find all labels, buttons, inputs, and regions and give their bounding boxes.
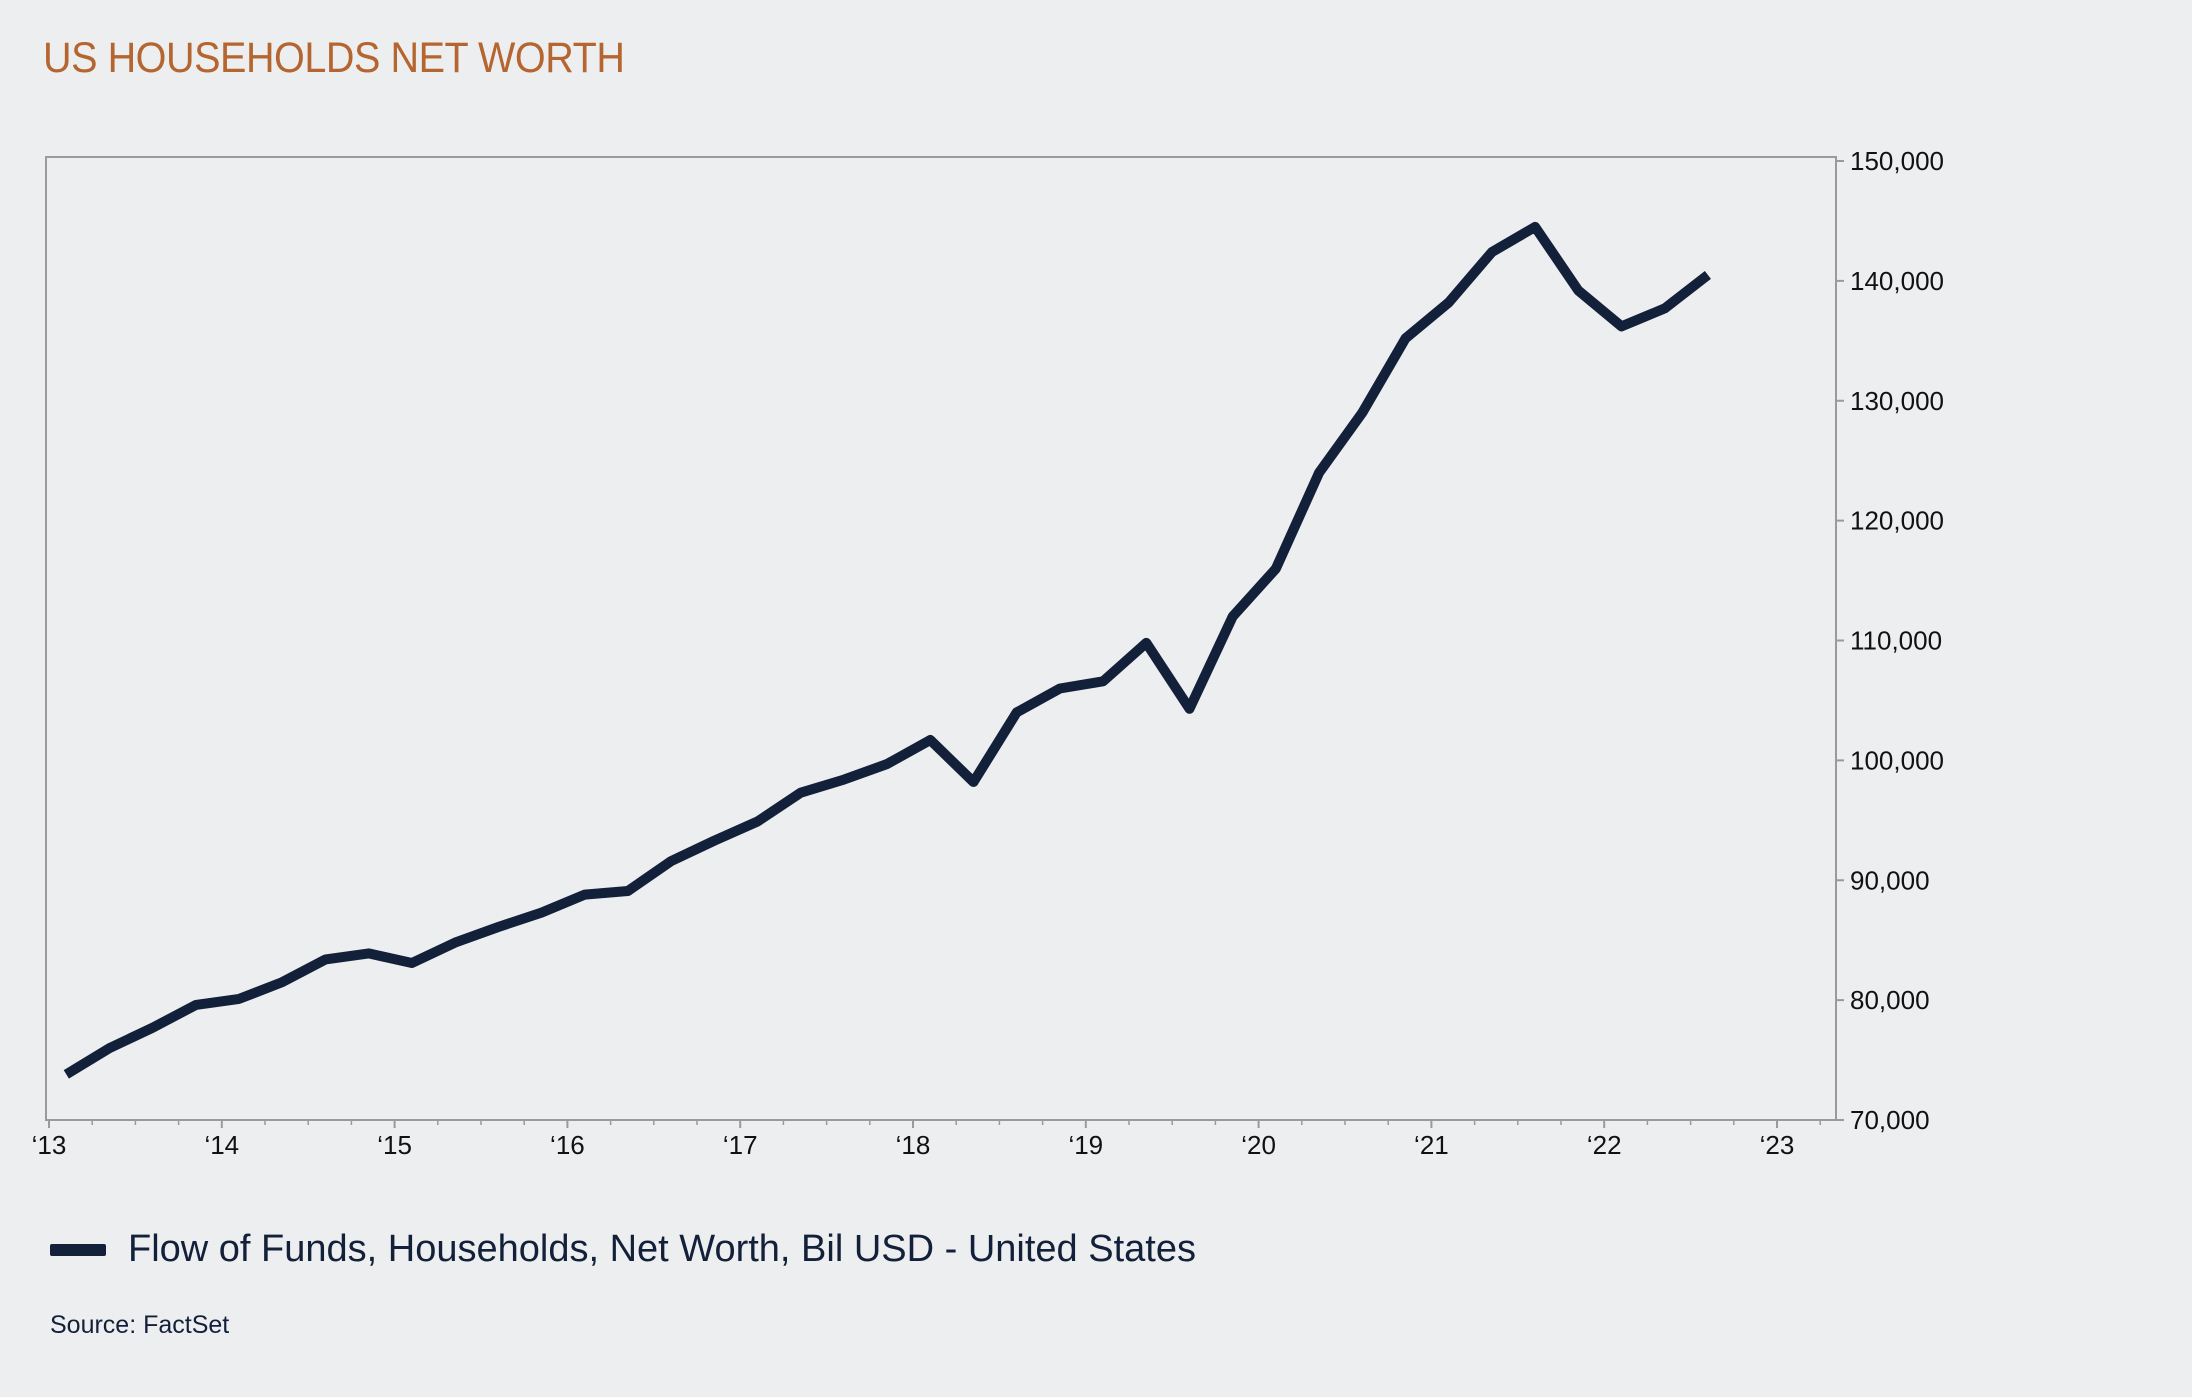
legend-swatch [50,1243,106,1256]
y-tick-label: 150,000 [1850,146,1944,176]
x-tick-label: ‘17 [723,1130,758,1160]
plot-frame [45,156,1837,1121]
x-tick-label: ‘15 [377,1130,412,1160]
x-tick-label: ‘18 [896,1130,931,1160]
chart-title: US HOUSEHOLDS NET WORTH [43,34,625,82]
legend-label: Flow of Funds, Households, Net Worth, Bi… [128,1228,1196,1270]
y-tick-label: 100,000 [1850,745,1944,775]
axes [45,156,1837,1121]
series-line-net-worth [63,221,1711,1079]
x-tick-label: ‘19 [1068,1130,1103,1160]
data-points [66,226,1708,1075]
x-tick-label: ‘13 [32,1130,67,1160]
x-tick-label: ‘21 [1414,1130,1449,1160]
y-tick-label: 130,000 [1850,386,1944,416]
y-tick-label: 80,000 [1850,985,1930,1015]
y-tick-label: 140,000 [1850,266,1944,296]
y-tick-label: 70,000 [1850,1105,1930,1135]
y-tick-label: 90,000 [1850,865,1930,895]
x-tick-label: ‘22 [1587,1130,1622,1160]
y-tick-label: 120,000 [1850,506,1944,536]
x-tick-label: ‘23 [1760,1130,1795,1160]
legend: Flow of Funds, Households, Net Worth, Bi… [50,1228,1196,1271]
y-axis-ticks: 70,000 80,000 90,000 100,000 110,000 120,000 1… [1836,146,1944,1135]
x-tick-label: ‘20 [1241,1130,1276,1160]
y-tick-label: 110,000 [1850,626,1942,656]
x-axis-ticks: ‘13 ‘14 ‘15 ‘16 ‘17 ‘18 ‘19 ‘20 ‘21 ‘22 ‘23 [32,1120,1821,1160]
x-tick-label: ‘16 [550,1130,585,1160]
line-chart: ‘13 ‘14 ‘15 ‘16 ‘17 ‘18 ‘19 ‘20 ‘21 ‘22 ‘23 70,000… [32,146,1944,1160]
source-note: Source: FactSet [50,1311,230,1339]
x-tick-label: ‘14 [204,1130,239,1160]
